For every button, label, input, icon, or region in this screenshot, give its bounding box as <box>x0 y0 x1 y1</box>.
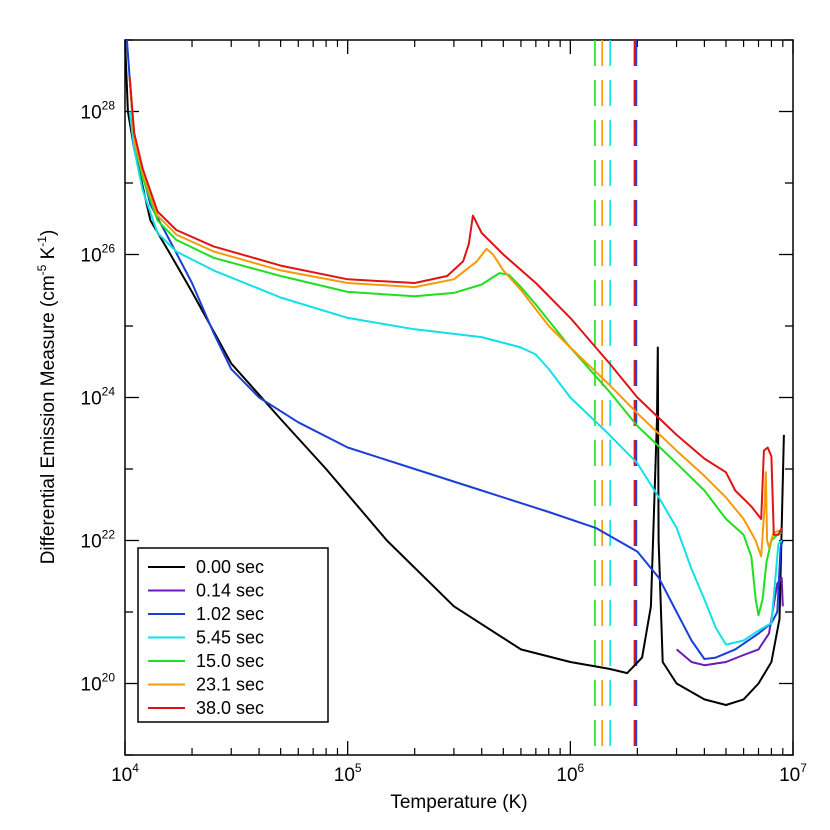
legend-label: 15.0 sec <box>196 651 264 671</box>
y-tick-label: 1024 <box>81 385 116 410</box>
legend-label: 1.02 sec <box>196 604 264 624</box>
series-line <box>125 40 785 706</box>
series-line <box>128 77 782 558</box>
y-tick-label: 1020 <box>81 671 116 696</box>
legend-label: 23.1 sec <box>196 675 264 695</box>
legend-label: 0.00 sec <box>196 557 264 577</box>
series-line <box>125 40 784 660</box>
x-tick-label: 104 <box>111 761 139 786</box>
legend-label: 0.14 sec <box>196 581 264 601</box>
series-line <box>128 77 783 536</box>
legend-box <box>137 547 329 723</box>
series-line <box>128 111 783 646</box>
legend-label: 5.45 sec <box>196 628 264 648</box>
legend: 0.00 sec 0.14 sec 1.02 sec 5.45 sec 15.0 sec… <box>137 547 329 723</box>
legend-label: 38.0 sec <box>196 698 264 718</box>
series-line <box>128 77 783 617</box>
x-tick-label: 107 <box>779 761 807 786</box>
x-tick-label: 106 <box>556 761 584 786</box>
x-tick-label: 105 <box>334 761 362 786</box>
series-lines <box>125 40 785 706</box>
y-tick-label: 1022 <box>81 528 116 553</box>
y-axis-title: Differential Emission Measure (cm-5 K-1) <box>35 230 59 565</box>
y-tick-label: 1026 <box>81 242 116 267</box>
marker-lines <box>594 40 638 755</box>
x-axis-title: Temperature (K) <box>390 792 527 813</box>
y-tick-label: 1028 <box>81 99 116 124</box>
